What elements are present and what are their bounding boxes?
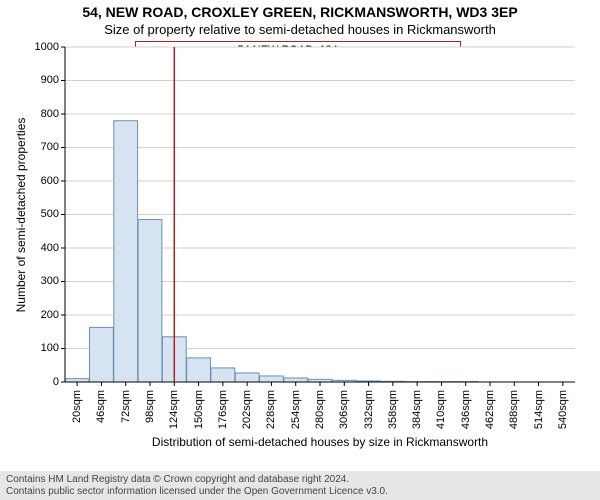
x-axis-ticks: 20sqm 46sqm 72sqm 98sqm 124sqm 150sqm 176sqm 20…	[65, 382, 575, 437]
y-tick-label: 200	[41, 309, 59, 321]
x-tick-label: 410sqm	[435, 390, 447, 440]
x-tick-label: 98sqm	[144, 390, 156, 440]
x-tick-label: 46sqm	[95, 390, 107, 440]
y-axis-ticks: 01002003004005006007008009001000	[0, 47, 59, 382]
y-tick-label: 300	[41, 275, 59, 287]
y-tick-label: 900	[41, 74, 59, 86]
page-title: 54, NEW ROAD, CROXLEY GREEN, RICKMANSWOR…	[0, 4, 600, 20]
y-tick-label: 400	[41, 242, 59, 254]
x-axis-label: Distribution of semi-detached houses by …	[65, 435, 575, 449]
x-tick-label: 202sqm	[241, 390, 253, 440]
y-tick-label: 500	[41, 208, 59, 220]
attribution-footer: Contains HM Land Registry data © Crown c…	[0, 471, 600, 500]
x-tick-label: 514sqm	[533, 390, 545, 440]
x-tick-label: 306sqm	[338, 390, 350, 440]
x-tick-label: 280sqm	[314, 390, 326, 440]
x-tick-label: 540sqm	[557, 390, 569, 440]
y-tick-label: 600	[41, 175, 59, 187]
page-subtitle: Size of property relative to semi-detach…	[0, 22, 600, 37]
x-tick-label: 332sqm	[363, 390, 375, 440]
y-tick-label: 800	[41, 108, 59, 120]
x-tick-label: 462sqm	[484, 390, 496, 440]
x-tick-label: 488sqm	[508, 390, 520, 440]
x-tick-label: 176sqm	[217, 390, 229, 440]
x-tick-label: 150sqm	[193, 390, 205, 440]
histogram-plot	[65, 47, 575, 382]
x-tick-label: 124sqm	[168, 390, 180, 440]
x-tick-label: 436sqm	[460, 390, 472, 440]
footer-line-1: Contains HM Land Registry data © Crown c…	[6, 474, 594, 486]
y-tick-label: 1000	[35, 41, 59, 53]
y-tick-label: 0	[53, 376, 59, 388]
y-tick-label: 700	[41, 141, 59, 153]
x-tick-label: 254sqm	[290, 390, 302, 440]
x-tick-label: 384sqm	[411, 390, 423, 440]
footer-line-2: Contains public sector information licen…	[6, 486, 594, 498]
x-tick-label: 228sqm	[265, 390, 277, 440]
x-tick-label: 358sqm	[387, 390, 399, 440]
y-tick-label: 100	[41, 342, 59, 354]
x-tick-label: 20sqm	[71, 390, 83, 440]
x-tick-label: 72sqm	[120, 390, 132, 440]
histogram-svg	[65, 47, 575, 382]
